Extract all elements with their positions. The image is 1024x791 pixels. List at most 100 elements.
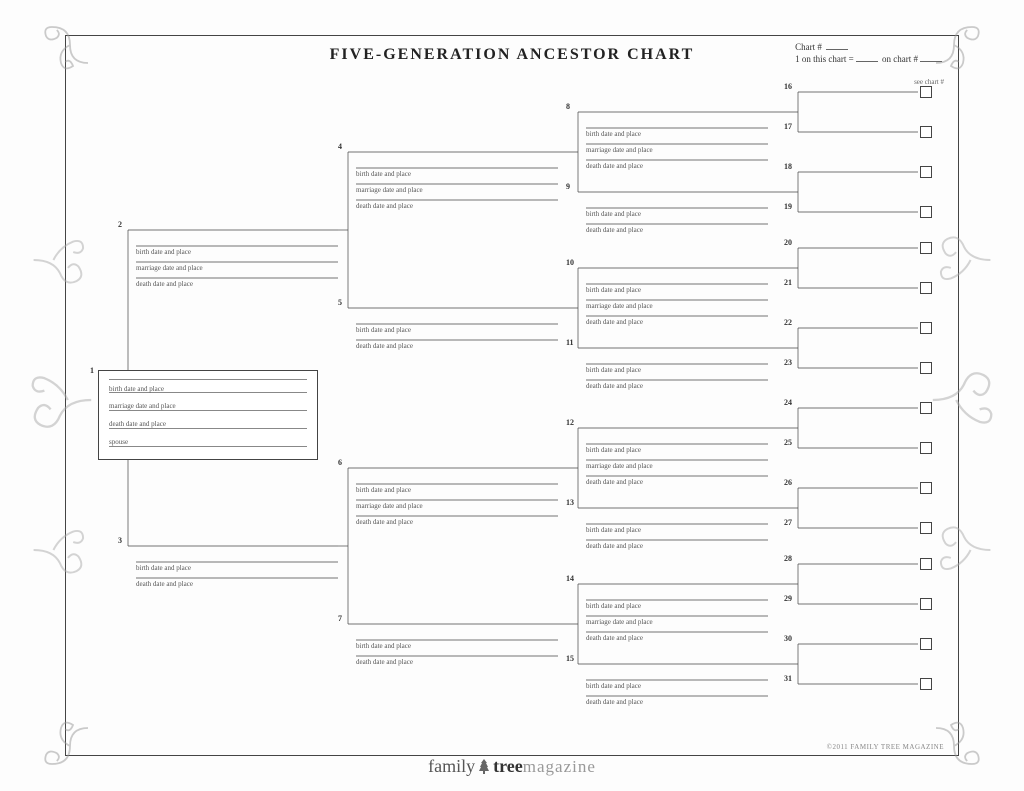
person-number: 24 bbox=[784, 398, 792, 407]
continuation-box[interactable] bbox=[920, 482, 932, 494]
field-label: birth date and place bbox=[586, 602, 641, 610]
person-number: 4 bbox=[338, 142, 342, 151]
continuation-box[interactable] bbox=[920, 166, 932, 178]
flourish-icon bbox=[40, 15, 100, 75]
chart-meta-line2b: on chart # bbox=[882, 54, 918, 64]
person-number: 29 bbox=[784, 594, 792, 603]
person-number: 9 bbox=[566, 182, 570, 191]
person-number: 14 bbox=[566, 574, 574, 583]
field-label: marriage date and place bbox=[586, 302, 653, 310]
person-number: 19 bbox=[784, 202, 792, 211]
field-label: spouse bbox=[109, 433, 307, 447]
person-number: 5 bbox=[338, 298, 342, 307]
field-label: death date and place bbox=[109, 415, 307, 429]
continuation-box[interactable] bbox=[920, 282, 932, 294]
field-label: death date and place bbox=[586, 382, 643, 390]
field-label: birth date and place bbox=[586, 526, 641, 534]
field-label: marriage date and place bbox=[586, 618, 653, 626]
field-label: death date and place bbox=[136, 580, 193, 588]
field-label: death date and place bbox=[356, 202, 413, 210]
field-label: death date and place bbox=[586, 634, 643, 642]
continuation-box[interactable] bbox=[920, 678, 932, 690]
person-number: 13 bbox=[566, 498, 574, 507]
field-label: marriage date and place bbox=[356, 186, 423, 194]
person-number: 11 bbox=[566, 338, 574, 347]
field-label: marriage date and place bbox=[136, 264, 203, 272]
continuation-box[interactable] bbox=[920, 638, 932, 650]
field-label: birth date and place bbox=[586, 210, 641, 218]
person-number: 23 bbox=[784, 358, 792, 367]
field-label: death date and place bbox=[586, 318, 643, 326]
field-label: death date and place bbox=[356, 518, 413, 526]
field-label: birth date and place bbox=[356, 170, 411, 178]
footer-part2: tree bbox=[493, 756, 523, 776]
footer-logo: family treemagazine bbox=[0, 756, 1024, 779]
person-number: 28 bbox=[784, 554, 792, 563]
person-number: 2 bbox=[118, 220, 122, 229]
field-label: marriage date and place bbox=[356, 502, 423, 510]
flourish-icon bbox=[931, 227, 997, 293]
field-label: birth date and place bbox=[136, 564, 191, 572]
person-number: 27 bbox=[784, 518, 792, 527]
person-number: 26 bbox=[784, 478, 792, 487]
person-number: 10 bbox=[566, 258, 574, 267]
person-number: 25 bbox=[784, 438, 792, 447]
person-number: 17 bbox=[784, 122, 792, 131]
field-label: birth date and place bbox=[586, 446, 641, 454]
field-label: marriage date and place bbox=[586, 462, 653, 470]
continuation-box[interactable] bbox=[920, 322, 932, 334]
field-label: death date and place bbox=[586, 698, 643, 706]
chart-meta-line2a: 1 on this chart = bbox=[795, 54, 854, 64]
person-number: 15 bbox=[566, 654, 574, 663]
person-number: 22 bbox=[784, 318, 792, 327]
person-number: 8 bbox=[566, 102, 570, 111]
flourish-icon bbox=[27, 517, 93, 583]
field-label: death date and place bbox=[586, 162, 643, 170]
continuation-box[interactable] bbox=[920, 86, 932, 98]
flourish-icon bbox=[27, 227, 93, 293]
continuation-box[interactable] bbox=[920, 362, 932, 374]
tree-icon bbox=[477, 758, 491, 779]
person-number: 21 bbox=[784, 278, 792, 287]
copyright: ©2011 FAMILY TREE MAGAZINE bbox=[827, 743, 944, 751]
person-number: 12 bbox=[566, 418, 574, 427]
person-number: 7 bbox=[338, 614, 342, 623]
continuation-box[interactable] bbox=[920, 558, 932, 570]
field-label: birth date and place bbox=[356, 326, 411, 334]
person-number: 20 bbox=[784, 238, 792, 247]
person-number: 31 bbox=[784, 674, 792, 683]
field-label: birth date and place bbox=[586, 682, 641, 690]
field-label: birth date and place bbox=[586, 366, 641, 374]
chart-meta-line1: Chart # bbox=[795, 42, 822, 52]
field-label: death date and place bbox=[586, 542, 643, 550]
field-label: birth date and place bbox=[109, 379, 307, 393]
field-label: marriage date and place bbox=[586, 146, 653, 154]
field-label: birth date and place bbox=[136, 248, 191, 256]
continuation-box[interactable] bbox=[920, 242, 932, 254]
person-number: 30 bbox=[784, 634, 792, 643]
field-label: death date and place bbox=[586, 478, 643, 486]
footer-part1: family bbox=[428, 756, 475, 776]
field-label: birth date and place bbox=[586, 286, 641, 294]
field-label: death date and place bbox=[586, 226, 643, 234]
field-label: death date and place bbox=[356, 342, 413, 350]
field-label: birth date and place bbox=[356, 642, 411, 650]
field-label: marriage date and place bbox=[109, 397, 307, 411]
person-number: 16 bbox=[784, 82, 792, 91]
field-label: death date and place bbox=[356, 658, 413, 666]
footer-part3: magazine bbox=[523, 757, 596, 776]
flourish-icon bbox=[931, 517, 997, 583]
continuation-box[interactable] bbox=[920, 522, 932, 534]
person-number: 3 bbox=[118, 536, 122, 545]
continuation-box[interactable] bbox=[920, 598, 932, 610]
continuation-box[interactable] bbox=[920, 402, 932, 414]
continuation-box[interactable] bbox=[920, 126, 932, 138]
person-number: 6 bbox=[338, 458, 342, 467]
person-1-box: birth date and place marriage date and pl… bbox=[98, 370, 318, 460]
field-label: death date and place bbox=[136, 280, 193, 288]
chart-number-meta: Chart # 1 on this chart = on chart # bbox=[795, 42, 944, 65]
person-number: 18 bbox=[784, 162, 792, 171]
continuation-box[interactable] bbox=[920, 442, 932, 454]
continuation-box[interactable] bbox=[920, 206, 932, 218]
flourish-icon bbox=[21, 361, 99, 439]
